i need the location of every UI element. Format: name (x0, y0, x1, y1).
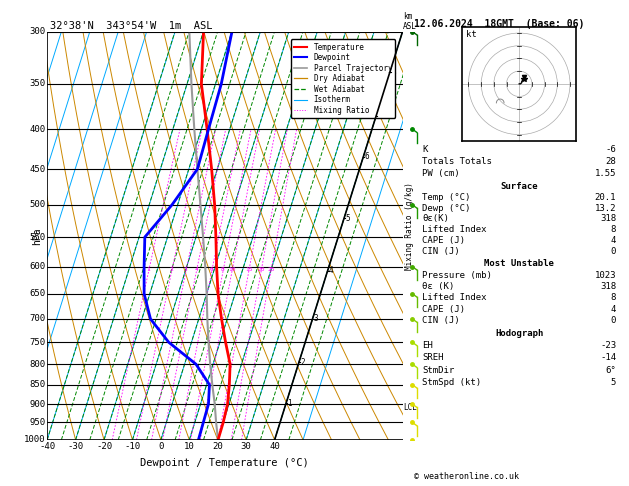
Text: θε(K): θε(K) (422, 214, 449, 224)
Text: 450: 450 (30, 165, 46, 174)
Text: 350: 350 (30, 79, 46, 88)
Text: Temp (°C): Temp (°C) (422, 193, 470, 202)
Text: PW (cm): PW (cm) (422, 169, 460, 178)
Text: 650: 650 (30, 289, 46, 298)
Text: 900: 900 (30, 399, 46, 409)
Text: 4: 4 (611, 236, 616, 245)
Text: K: K (422, 145, 428, 154)
Text: 25: 25 (267, 267, 274, 272)
Text: -20: -20 (96, 441, 112, 451)
Text: 20: 20 (257, 267, 265, 272)
Text: 318: 318 (600, 214, 616, 224)
Text: StmSpd (kt): StmSpd (kt) (422, 378, 481, 387)
Text: 8: 8 (611, 225, 616, 234)
Text: 6: 6 (209, 267, 213, 272)
Text: 4: 4 (329, 266, 333, 275)
Text: Mixing Ratio (g/kg): Mixing Ratio (g/kg) (405, 182, 414, 270)
Text: 28: 28 (606, 157, 616, 166)
Text: CIN (J): CIN (J) (422, 247, 460, 256)
Text: 950: 950 (30, 418, 46, 427)
Text: hPa: hPa (32, 227, 42, 244)
Text: CAPE (J): CAPE (J) (422, 236, 465, 245)
Text: 6°: 6° (606, 365, 616, 375)
Text: 850: 850 (30, 380, 46, 389)
Text: Dewpoint / Temperature (°C): Dewpoint / Temperature (°C) (140, 458, 309, 469)
Text: 3: 3 (314, 314, 318, 323)
Text: 300: 300 (30, 27, 46, 36)
Text: Lifted Index: Lifted Index (422, 293, 487, 302)
Text: 8: 8 (611, 293, 616, 302)
Text: 15: 15 (245, 267, 252, 272)
Text: 30: 30 (241, 441, 252, 451)
Text: 3: 3 (184, 267, 187, 272)
Text: 8: 8 (391, 68, 396, 76)
Text: 5: 5 (345, 214, 350, 223)
Text: 40: 40 (269, 441, 280, 451)
Text: 500: 500 (30, 200, 46, 209)
Text: 6: 6 (364, 152, 369, 161)
Text: Dewp (°C): Dewp (°C) (422, 204, 470, 213)
Text: 700: 700 (30, 314, 46, 323)
Text: 1: 1 (287, 399, 292, 408)
Text: θε (K): θε (K) (422, 282, 455, 291)
Text: kt: kt (465, 30, 476, 39)
Text: 400: 400 (30, 124, 46, 134)
Text: 1023: 1023 (594, 271, 616, 279)
Text: 750: 750 (30, 338, 46, 347)
Text: Pressure (mb): Pressure (mb) (422, 271, 492, 279)
Text: km
ASL: km ASL (403, 12, 417, 31)
Text: 0: 0 (611, 316, 616, 325)
Text: 7: 7 (377, 112, 382, 121)
Text: -23: -23 (600, 341, 616, 350)
Text: 20.1: 20.1 (594, 193, 616, 202)
Text: Lifted Index: Lifted Index (422, 225, 487, 234)
Text: 1: 1 (147, 267, 150, 272)
Text: 20: 20 (213, 441, 223, 451)
Text: 1.55: 1.55 (594, 169, 616, 178)
Legend: Temperature, Dewpoint, Parcel Trajectory, Dry Adiabat, Wet Adiabat, Isotherm, Mi: Temperature, Dewpoint, Parcel Trajectory… (291, 39, 395, 118)
Text: 1000: 1000 (25, 435, 46, 444)
Text: © weatheronline.co.uk: © weatheronline.co.uk (414, 472, 519, 481)
Text: 600: 600 (30, 262, 46, 271)
Text: 318: 318 (600, 282, 616, 291)
Text: LCL: LCL (403, 403, 417, 412)
Text: 2: 2 (300, 358, 305, 366)
Text: Surface: Surface (501, 182, 538, 191)
Text: 4: 4 (611, 305, 616, 313)
Text: 8: 8 (221, 267, 225, 272)
Text: CAPE (J): CAPE (J) (422, 305, 465, 313)
Text: StmDir: StmDir (422, 365, 455, 375)
Text: -10: -10 (125, 441, 140, 451)
Text: 12.06.2024  18GMT  (Base: 06): 12.06.2024 18GMT (Base: 06) (414, 19, 584, 30)
Text: Most Unstable: Most Unstable (484, 259, 554, 268)
Text: 550: 550 (30, 233, 46, 242)
Text: 0: 0 (611, 247, 616, 256)
Text: Hodograph: Hodograph (495, 329, 543, 338)
Text: 4: 4 (194, 267, 198, 272)
Text: 13.2: 13.2 (594, 204, 616, 213)
Text: 2: 2 (170, 267, 174, 272)
Text: 0: 0 (159, 441, 164, 451)
Text: -6: -6 (606, 145, 616, 154)
Text: -30: -30 (67, 441, 84, 451)
Text: 32°38'N  343°54'W  1m  ASL: 32°38'N 343°54'W 1m ASL (50, 20, 213, 31)
Text: CIN (J): CIN (J) (422, 316, 460, 325)
Text: EH: EH (422, 341, 433, 350)
Text: SREH: SREH (422, 353, 444, 363)
Text: Totals Totals: Totals Totals (422, 157, 492, 166)
Text: 5: 5 (611, 378, 616, 387)
Text: -14: -14 (600, 353, 616, 363)
Text: 800: 800 (30, 360, 46, 369)
Text: 10: 10 (228, 267, 236, 272)
Text: 10: 10 (184, 441, 195, 451)
Text: -40: -40 (39, 441, 55, 451)
